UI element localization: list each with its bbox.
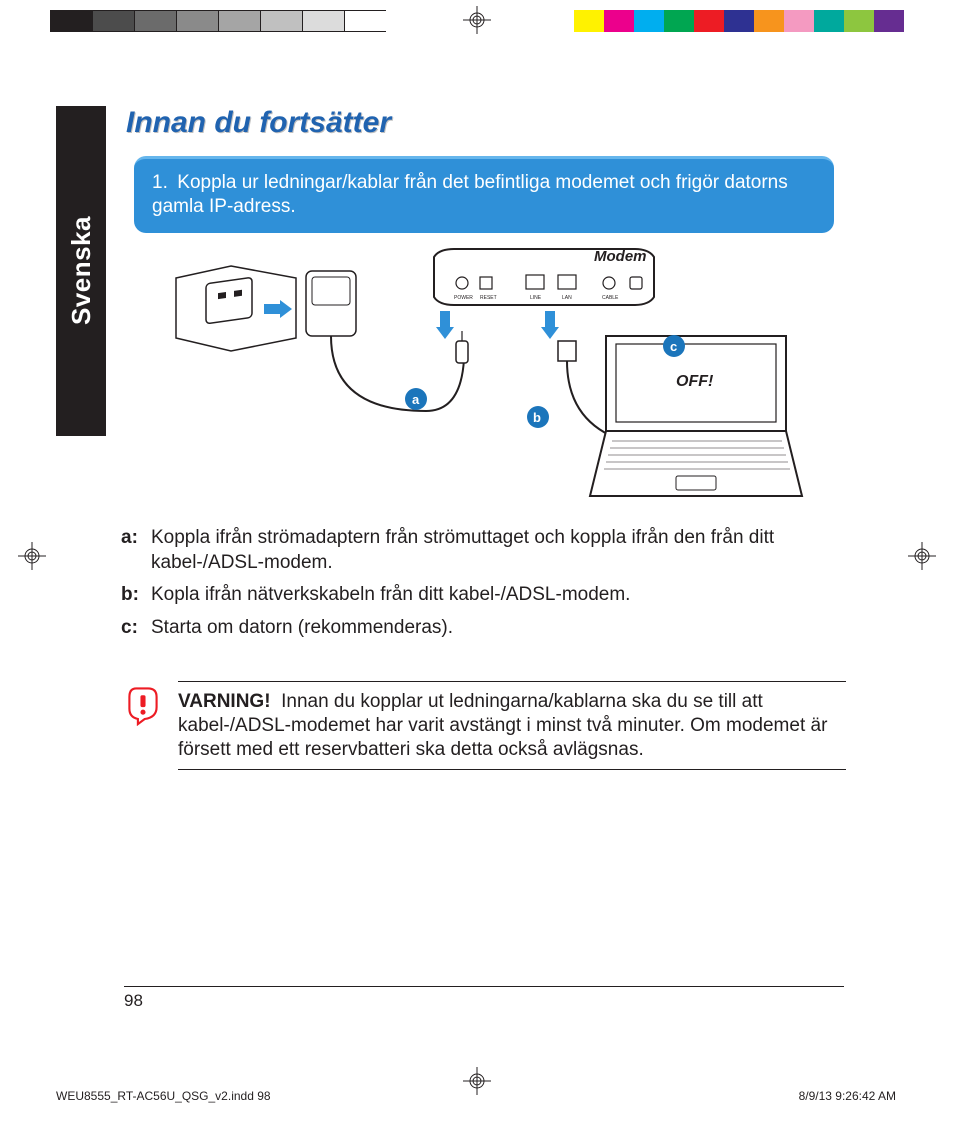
language-label: Svenska [66,216,97,325]
color-swatch [260,10,302,32]
connection-diagram: Modem POWER RESET LINE LAN CABLE [166,241,806,511]
color-swatch [176,10,218,32]
step-list: a:Koppla ifrån strömadaptern från strömu… [121,526,841,649]
warning-text: VARNING! Innan du kopplar ut ledningarna… [178,690,846,770]
step-label: b: [121,583,151,608]
step-row: c:Starta om datorn (rekommenderas). [121,616,841,641]
modem-label: Modem [594,248,647,265]
color-swatch [724,10,754,32]
color-swatch [134,10,176,32]
page-content: Svenska Innan du fortsätter 1. Koppla ur… [56,96,896,1046]
step-text: Starta om datorn (rekommenderas). [151,616,841,641]
color-swatch [844,10,874,32]
step-text: Koppla ifrån strömadaptern från strömutt… [151,526,841,575]
color-swatch [218,10,260,32]
color-swatch [664,10,694,32]
diagram-badge-c: c [670,339,677,354]
step-callout-box: 1. Koppla ur ledningar/kablar från det b… [134,156,834,233]
svg-text:CABLE: CABLE [602,295,619,301]
step-label: c: [121,616,151,641]
step-label: a: [121,526,151,575]
svg-text:LAN: LAN [562,295,572,301]
svg-text:POWER: POWER [454,295,473,301]
warning-block: VARNING! Innan du kopplar ut ledningarna… [126,681,846,770]
step-text: Kopla ifrån nätverkskabeln från ditt kab… [151,583,841,608]
svg-text:LINE: LINE [530,295,542,301]
color-swatch [754,10,784,32]
step-row: a:Koppla ifrån strömadaptern från strömu… [121,526,841,575]
color-swatch [302,10,344,32]
color-swatch [604,10,634,32]
color-swatch [784,10,814,32]
page-number: 98 [124,986,844,1011]
language-side-tab: Svenska [56,106,106,436]
svg-text:RESET: RESET [480,295,497,301]
color-swatch [50,10,92,32]
step-number: 1. [152,171,172,195]
color-swatch [344,10,386,32]
footer-timestamp: 8/9/13 9:26:42 AM [799,1089,896,1103]
color-swatch [694,10,724,32]
diagram-badge-b: b [533,410,541,425]
step-row: b:Kopla ifrån nätverkskabeln från ditt k… [121,583,841,608]
color-swatch [874,10,904,32]
footer-filename: WEU8555_RT-AC56U_QSG_v2.indd 98 [56,1089,271,1103]
registration-mark-icon [463,6,491,34]
warning-label: VARNING! [178,691,271,712]
page-heading: Innan du fortsätter [126,106,391,140]
step-text: Koppla ur ledningar/kablar från det befi… [152,172,788,217]
registration-mark-icon [18,542,46,570]
color-swatch [92,10,134,32]
print-footer: WEU8555_RT-AC56U_QSG_v2.indd 98 8/9/13 9… [56,1089,896,1103]
laptop-off-label: OFF! [676,373,714,390]
color-swatch [634,10,664,32]
diagram-badge-a: a [412,392,420,407]
registration-mark-icon [908,542,936,570]
color-swatch [574,10,604,32]
color-swatch [814,10,844,32]
warning-icon [126,685,160,731]
